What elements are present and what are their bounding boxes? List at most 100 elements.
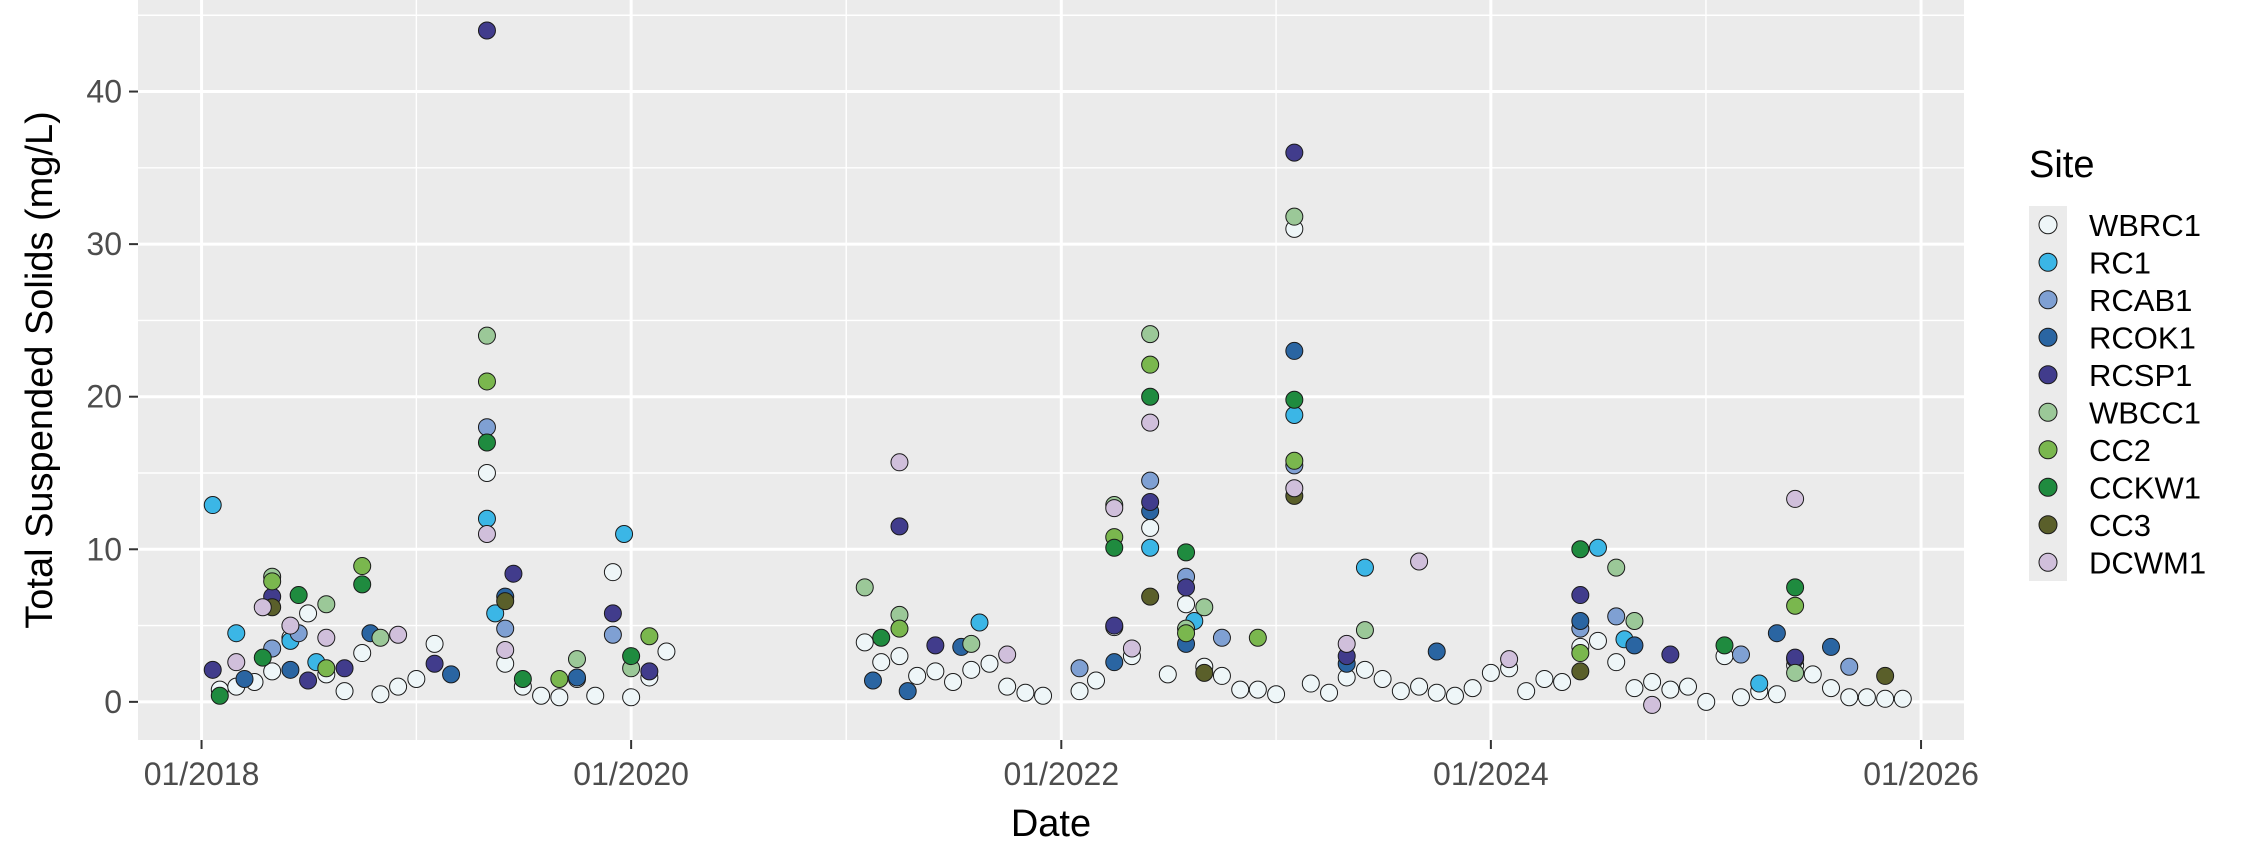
data-point — [1141, 587, 1160, 606]
data-point — [1410, 552, 1429, 571]
data-point — [1034, 686, 1053, 705]
data-point — [1767, 624, 1786, 643]
series-wbrc1 — [210, 219, 1912, 711]
data-point — [603, 563, 622, 582]
legend-label: DCWM1 — [2089, 545, 2206, 580]
legend-marker — [2038, 252, 2058, 272]
legend-marker — [2038, 327, 2058, 347]
data-point — [855, 633, 874, 652]
data-point — [970, 613, 989, 632]
data-point — [1625, 636, 1644, 655]
data-point — [1285, 207, 1304, 226]
data-point — [1571, 644, 1590, 663]
data-point — [1840, 688, 1859, 707]
data-point — [1731, 688, 1750, 707]
grid-minor — [138, 0, 1964, 740]
data-point — [586, 686, 605, 705]
data-point — [1876, 689, 1895, 708]
data-point — [1195, 598, 1214, 617]
data-point — [1767, 685, 1786, 704]
data-point — [1643, 673, 1662, 692]
data-point — [1355, 660, 1374, 679]
data-points — [203, 21, 1912, 714]
data-point — [513, 669, 532, 688]
data-point — [442, 665, 461, 684]
data-point — [1715, 636, 1734, 655]
y-tick-label: 20 — [86, 379, 122, 415]
data-point — [1445, 686, 1464, 705]
data-point — [1607, 558, 1626, 577]
legend-item-rc1: RC1 — [2038, 245, 2151, 280]
data-point — [872, 653, 891, 672]
data-point — [1105, 538, 1124, 557]
data-point — [1427, 642, 1446, 661]
data-point — [477, 372, 496, 391]
plot-panel — [138, 0, 1964, 740]
data-point — [1355, 621, 1374, 640]
data-point — [855, 578, 874, 597]
data-point — [203, 660, 222, 679]
data-point — [603, 625, 622, 644]
data-point — [1016, 683, 1035, 702]
y-tick-label: 0 — [104, 684, 122, 720]
data-point — [1625, 679, 1644, 698]
data-point — [1141, 387, 1160, 406]
legend-label: RCAB1 — [2089, 283, 2192, 318]
data-point — [1571, 586, 1590, 605]
legend-label: RC1 — [2089, 245, 2151, 280]
data-point — [1857, 688, 1876, 707]
legend-label: CC2 — [2089, 433, 2151, 468]
data-point — [640, 662, 659, 681]
data-point — [1337, 634, 1356, 653]
data-point — [1177, 624, 1196, 643]
data-point — [371, 628, 390, 647]
data-point — [299, 671, 318, 690]
data-point — [263, 662, 282, 681]
data-point — [944, 673, 963, 692]
data-point — [1500, 650, 1519, 669]
data-point — [863, 671, 882, 690]
data-point — [1588, 538, 1607, 557]
legend-item-rcok1: RCOK1 — [2038, 320, 2196, 355]
data-point — [1105, 616, 1124, 635]
x-tick-label: 01/2022 — [1003, 756, 1119, 792]
data-point — [1105, 653, 1124, 672]
data-point — [532, 686, 551, 705]
series-rcsp1 — [203, 21, 1805, 690]
data-point — [1248, 680, 1267, 699]
data-point — [550, 688, 569, 707]
data-point — [477, 21, 496, 40]
data-point — [317, 659, 336, 678]
x-tick-label: 01/2026 — [1863, 756, 1979, 792]
data-point — [1786, 663, 1805, 682]
data-point — [1588, 631, 1607, 650]
data-point — [477, 509, 496, 528]
legend-label: RCSP1 — [2089, 358, 2192, 393]
data-point — [1607, 607, 1626, 626]
data-point — [962, 660, 981, 679]
data-point — [550, 669, 569, 688]
legend-item-dcwm1: DCWM1 — [2038, 545, 2206, 580]
data-point — [1822, 637, 1841, 656]
data-point — [1803, 665, 1822, 684]
data-point — [1212, 628, 1231, 647]
data-point — [1786, 596, 1805, 615]
data-point — [890, 453, 909, 472]
data-point — [496, 592, 515, 611]
data-point — [640, 627, 659, 646]
data-point — [227, 624, 246, 643]
data-point — [980, 654, 999, 673]
data-point — [203, 496, 222, 515]
data-point — [1463, 679, 1482, 698]
data-point — [926, 662, 945, 681]
legend-item-wbrc1: WBRC1 — [2038, 208, 2201, 243]
data-point — [1661, 645, 1680, 664]
x-tick-labels: 01/2018 01/2020 01/2022 01/2024 01/2026 — [144, 756, 1979, 792]
data-point — [281, 616, 300, 635]
data-point — [567, 650, 586, 669]
data-point — [926, 636, 945, 655]
data-point — [1141, 355, 1160, 374]
data-point — [1320, 683, 1339, 702]
y-tick-label: 30 — [86, 226, 122, 262]
